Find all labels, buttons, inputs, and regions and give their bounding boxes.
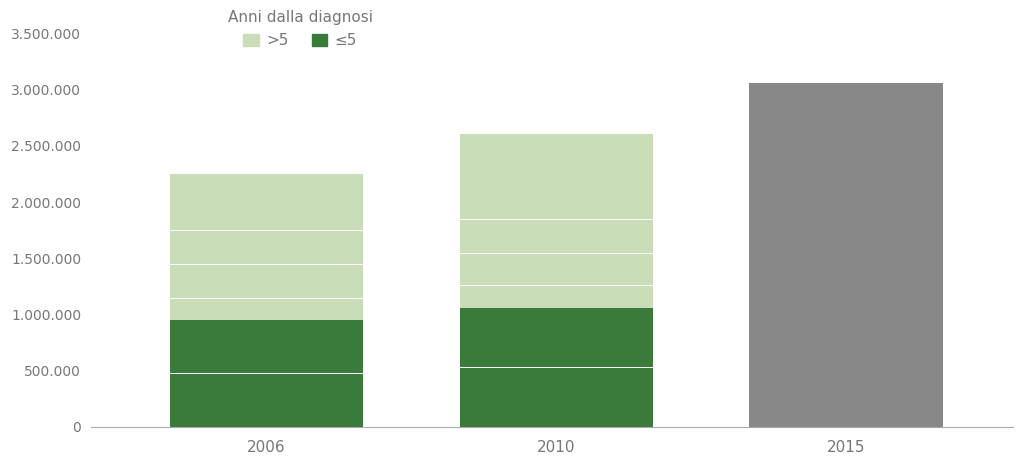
Bar <box>460 134 653 308</box>
Bar <box>170 320 364 427</box>
Legend: >5, ≤5: >5, ≤5 <box>227 10 373 48</box>
Bar <box>750 83 943 427</box>
Bar <box>170 174 364 320</box>
Bar <box>460 308 653 427</box>
